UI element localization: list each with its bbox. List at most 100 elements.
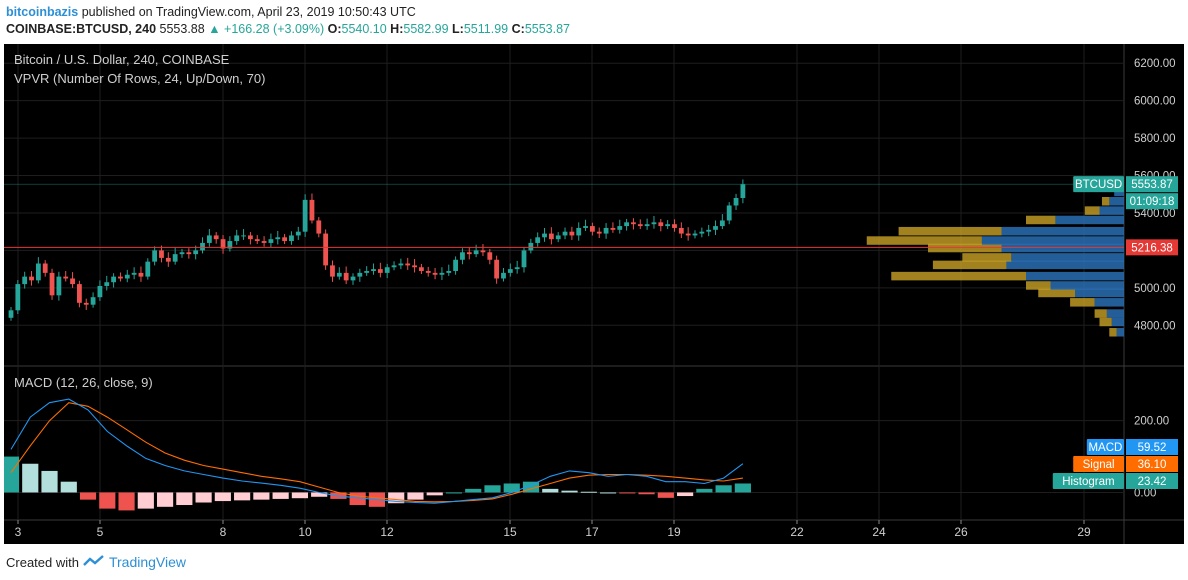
- created-with-text: Created with: [6, 554, 79, 570]
- candle-body: [507, 269, 513, 273]
- macd-histogram-bar: [465, 488, 482, 493]
- low-value: 5511.99: [463, 22, 509, 36]
- signal-value-badge-value: 36.10: [1138, 459, 1167, 471]
- chart-canvas[interactable]: 4800.005000.005200.005400.005600.005800.…: [4, 44, 1184, 544]
- vpvr-up-bar: [1055, 215, 1124, 225]
- candle-body: [460, 252, 465, 260]
- macd-legend[interactable]: MACD (12, 26, close, 9): [14, 375, 153, 390]
- candle-body: [111, 276, 116, 283]
- candle-body: [323, 233, 329, 266]
- candle-body: [610, 227, 616, 230]
- chart-area[interactable]: 4800.005000.005200.005400.005600.005800.…: [4, 44, 1184, 544]
- candle-body: [118, 276, 123, 279]
- vpvr-up-bar: [1001, 243, 1124, 253]
- macd-histogram-bar: [388, 492, 405, 504]
- macd-histogram-bar: [561, 490, 578, 493]
- hline-price-badge-value: 5216.38: [1131, 242, 1173, 254]
- price-badges: BTCUSD 5553.87 01:09:18 5216.38 MACD 59.52 Sig…: [1052, 176, 1178, 489]
- candle-body: [726, 205, 732, 221]
- open-value: 5540.10: [341, 22, 387, 36]
- candle-body: [692, 233, 698, 236]
- vpvr-legend[interactable]: VPVR (Number Of Rows, 24, Up/Down, 70): [14, 71, 266, 86]
- countdown-badge-value: 01:09:18: [1130, 196, 1175, 208]
- hline-price-badge-value-bg: [1126, 239, 1178, 256]
- candle-body: [487, 252, 493, 260]
- candle-body: [439, 272, 445, 275]
- vpvr-down-bar: [1109, 328, 1117, 337]
- candle-body: [603, 227, 609, 234]
- candle-body: [569, 231, 575, 236]
- candle-body: [357, 272, 363, 277]
- vpvr-up-bar: [1026, 271, 1124, 281]
- macd-histogram-bar: [445, 492, 463, 494]
- hline-price-badge[interactable]: 5216.38: [1126, 239, 1178, 256]
- vpvr-up-bar: [1111, 317, 1124, 327]
- candle-body: [83, 302, 89, 305]
- candle-body: [77, 284, 82, 303]
- candle-body: [248, 235, 253, 240]
- candle-body: [377, 269, 383, 273]
- candle-body: [343, 272, 349, 281]
- candle-body: [576, 227, 582, 236]
- macd-histogram-bar: [311, 492, 328, 497]
- symbol-price-badge[interactable]: BTCUSD 5553.87: [1073, 176, 1178, 193]
- vpvr-up-bar: [1050, 281, 1124, 290]
- candle-body: [56, 276, 62, 296]
- date-tick-label: 17: [585, 525, 599, 539]
- macd-value-badge-label-bg: [1086, 439, 1124, 455]
- candle-body: [241, 235, 246, 237]
- macd-histogram-bar: [79, 492, 97, 500]
- candle-body: [391, 265, 397, 268]
- symbol-price-badge-value: 5553.87: [1131, 179, 1173, 191]
- author-name[interactable]: bitcoinbazis: [6, 5, 79, 19]
- candle-body: [501, 272, 506, 279]
- price-tick-label: 5800.00: [1134, 133, 1176, 145]
- macd-histogram-bar: [234, 492, 251, 501]
- vpvr-up-bar: [1094, 298, 1124, 307]
- candle-body: [432, 272, 438, 275]
- candle-body: [419, 267, 424, 271]
- candle-body: [665, 224, 671, 227]
- candle-body: [29, 276, 34, 281]
- candle-body: [220, 239, 226, 249]
- candle-body: [494, 259, 500, 279]
- vpvr-down-bar: [1026, 281, 1051, 290]
- macd-pane: [4, 398, 751, 511]
- vpvr-up-bar: [1006, 260, 1124, 270]
- macd-value-badge-value: 59.52: [1138, 442, 1167, 454]
- price-change: +166.28 (+3.09%): [224, 22, 325, 36]
- candle-body: [42, 263, 48, 273]
- vpvr-down-bar: [1070, 298, 1095, 307]
- candle-body: [8, 310, 14, 318]
- candle-body: [159, 250, 164, 258]
- candle-body: [206, 235, 212, 243]
- macd-histogram-bar: [272, 492, 289, 499]
- tradingview-brand[interactable]: TradingView: [108, 554, 187, 570]
- candle-body: [63, 276, 69, 279]
- histogram-value-badge[interactable]: Histogram 23.42: [1052, 473, 1178, 489]
- histogram-value-badge-value: 23.42: [1138, 476, 1167, 488]
- date-tick-label: 22: [790, 525, 804, 539]
- candle-body: [295, 231, 301, 236]
- macd-histogram-bar: [41, 470, 58, 493]
- macd-histogram-bar: [638, 492, 655, 495]
- countdown-badge[interactable]: 01:09:18: [1126, 193, 1178, 210]
- candle-body: [193, 250, 199, 255]
- vpvr-down-bar: [1084, 206, 1100, 215]
- vpvr-down-bar: [962, 253, 1012, 262]
- vpvr-up-bar: [1001, 226, 1124, 236]
- candle-body: [596, 231, 602, 234]
- candle-body: [289, 235, 294, 242]
- close-value: 5553.87: [524, 22, 570, 36]
- candle-body: [49, 272, 55, 296]
- candle-body: [172, 254, 178, 262]
- macd-value-badge[interactable]: MACD 59.52: [1086, 439, 1178, 455]
- candle-body: [268, 239, 274, 243]
- candle-body: [678, 227, 684, 234]
- vpvr-down-bar: [1101, 196, 1110, 206]
- candlesticks: [8, 179, 746, 321]
- candle-body: [405, 263, 411, 266]
- candle-body: [261, 241, 267, 243]
- signal-value-badge[interactable]: Signal 36.10: [1073, 456, 1178, 472]
- candle-body: [685, 233, 691, 236]
